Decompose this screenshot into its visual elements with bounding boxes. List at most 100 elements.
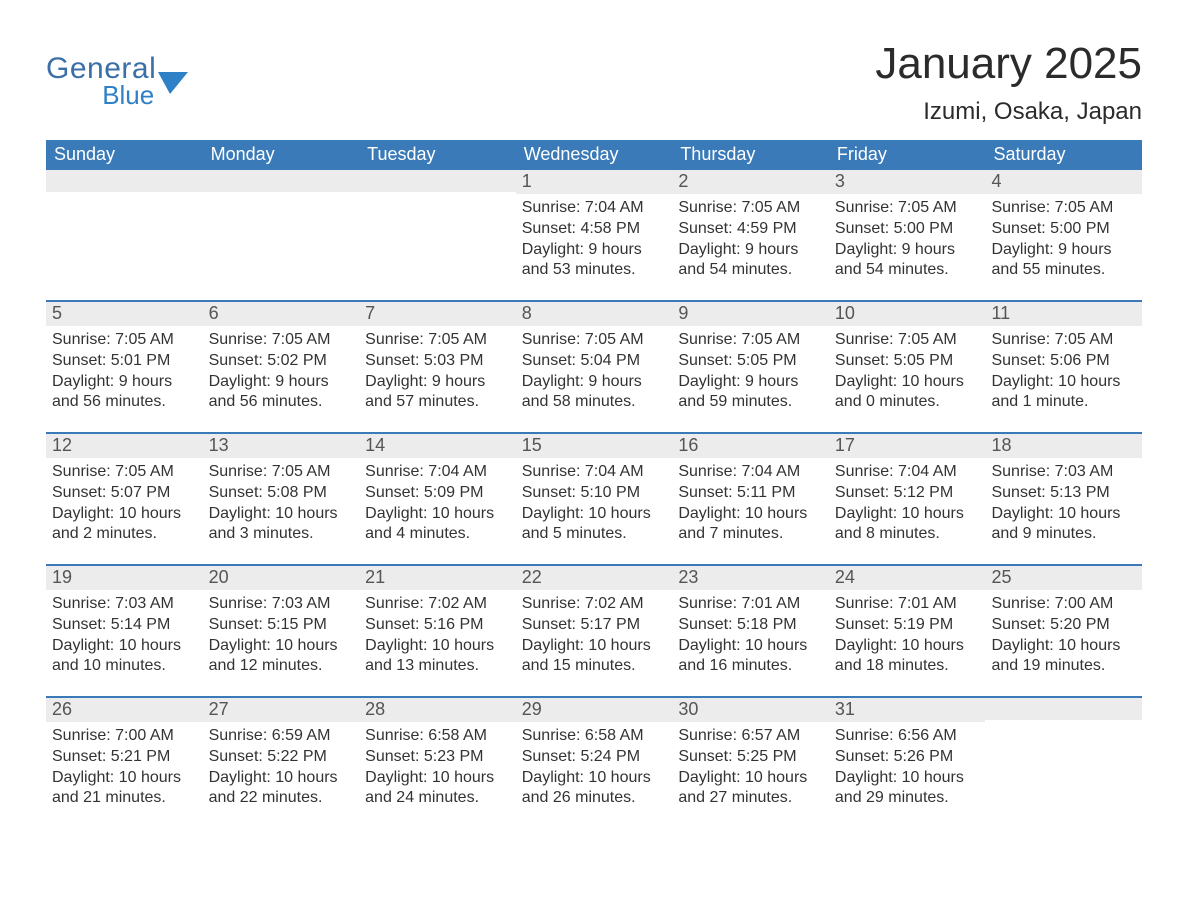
day-detail-line: Sunrise: 6:58 AM — [522, 726, 667, 747]
day-cell: 24Sunrise: 7:01 AMSunset: 5:19 PMDayligh… — [829, 566, 986, 696]
day-details: Sunrise: 7:05 AMSunset: 5:07 PMDaylight:… — [46, 458, 203, 551]
dow-cell: Monday — [203, 140, 360, 170]
day-detail-line: Sunrise: 7:05 AM — [365, 330, 510, 351]
day-detail-line: Daylight: 9 hours and 57 minutes. — [365, 372, 510, 414]
day-detail-line: Sunrise: 6:58 AM — [365, 726, 510, 747]
day-detail-line: Sunset: 5:14 PM — [52, 615, 197, 636]
day-number: 4 — [985, 170, 1142, 194]
day-detail-line: Daylight: 10 hours and 19 minutes. — [991, 636, 1136, 678]
day-detail-line: Daylight: 10 hours and 10 minutes. — [52, 636, 197, 678]
day-number — [359, 170, 516, 192]
day-detail-line: Sunrise: 7:00 AM — [991, 594, 1136, 615]
day-detail-line: Daylight: 10 hours and 4 minutes. — [365, 504, 510, 546]
day-detail-line: Sunset: 5:00 PM — [835, 219, 980, 240]
day-number: 15 — [516, 434, 673, 458]
day-cell: 23Sunrise: 7:01 AMSunset: 5:18 PMDayligh… — [672, 566, 829, 696]
day-detail-line: Sunrise: 7:05 AM — [991, 198, 1136, 219]
day-detail-line: Daylight: 9 hours and 56 minutes. — [209, 372, 354, 414]
day-detail-line: Daylight: 10 hours and 26 minutes. — [522, 768, 667, 810]
day-number: 30 — [672, 698, 829, 722]
day-detail-line: Sunset: 5:23 PM — [365, 747, 510, 768]
day-detail-line: Sunrise: 7:01 AM — [835, 594, 980, 615]
day-detail-line: Daylight: 9 hours and 54 minutes. — [678, 240, 823, 282]
day-detail-line: Daylight: 10 hours and 12 minutes. — [209, 636, 354, 678]
day-cell: 20Sunrise: 7:03 AMSunset: 5:15 PMDayligh… — [203, 566, 360, 696]
day-number: 31 — [829, 698, 986, 722]
day-details: Sunrise: 7:04 AMSunset: 5:10 PMDaylight:… — [516, 458, 673, 551]
day-number: 6 — [203, 302, 360, 326]
day-number: 27 — [203, 698, 360, 722]
day-detail-line: Sunset: 5:17 PM — [522, 615, 667, 636]
day-details: Sunrise: 7:05 AMSunset: 5:05 PMDaylight:… — [829, 326, 986, 419]
day-details: Sunrise: 7:05 AMSunset: 5:00 PMDaylight:… — [829, 194, 986, 287]
day-cell: 17Sunrise: 7:04 AMSunset: 5:12 PMDayligh… — [829, 434, 986, 564]
day-details: Sunrise: 7:05 AMSunset: 5:01 PMDaylight:… — [46, 326, 203, 419]
logo: General Blue — [46, 40, 188, 108]
day-detail-line: Sunrise: 7:03 AM — [209, 594, 354, 615]
day-cell: 1Sunrise: 7:04 AMSunset: 4:58 PMDaylight… — [516, 170, 673, 300]
day-cell: 31Sunrise: 6:56 AMSunset: 5:26 PMDayligh… — [829, 698, 986, 828]
day-detail-line: Daylight: 10 hours and 21 minutes. — [52, 768, 197, 810]
day-detail-line: Sunset: 5:24 PM — [522, 747, 667, 768]
day-cell: 21Sunrise: 7:02 AMSunset: 5:16 PMDayligh… — [359, 566, 516, 696]
day-details: Sunrise: 7:03 AMSunset: 5:14 PMDaylight:… — [46, 590, 203, 683]
day-details: Sunrise: 7:04 AMSunset: 5:12 PMDaylight:… — [829, 458, 986, 551]
day-number: 22 — [516, 566, 673, 590]
day-number: 11 — [985, 302, 1142, 326]
day-detail-line: Sunset: 5:02 PM — [209, 351, 354, 372]
day-cell: 22Sunrise: 7:02 AMSunset: 5:17 PMDayligh… — [516, 566, 673, 696]
day-detail-line: Sunset: 5:05 PM — [678, 351, 823, 372]
day-detail-line: Sunrise: 6:56 AM — [835, 726, 980, 747]
day-detail-line: Sunrise: 7:02 AM — [522, 594, 667, 615]
day-detail-line: Sunrise: 6:59 AM — [209, 726, 354, 747]
day-number: 24 — [829, 566, 986, 590]
day-detail-line: Sunset: 5:13 PM — [991, 483, 1136, 504]
day-detail-line: Sunset: 5:04 PM — [522, 351, 667, 372]
dow-cell: Tuesday — [359, 140, 516, 170]
day-number: 19 — [46, 566, 203, 590]
day-cell: 15Sunrise: 7:04 AMSunset: 5:10 PMDayligh… — [516, 434, 673, 564]
day-number: 29 — [516, 698, 673, 722]
day-number — [46, 170, 203, 192]
day-cell: 3Sunrise: 7:05 AMSunset: 5:00 PMDaylight… — [829, 170, 986, 300]
day-number: 20 — [203, 566, 360, 590]
day-detail-line: Daylight: 9 hours and 53 minutes. — [522, 240, 667, 282]
day-details: Sunrise: 6:59 AMSunset: 5:22 PMDaylight:… — [203, 722, 360, 815]
day-number: 1 — [516, 170, 673, 194]
day-cell: 6Sunrise: 7:05 AMSunset: 5:02 PMDaylight… — [203, 302, 360, 432]
day-detail-line: Daylight: 10 hours and 1 minute. — [991, 372, 1136, 414]
day-detail-line: Sunset: 5:10 PM — [522, 483, 667, 504]
week-row: 19Sunrise: 7:03 AMSunset: 5:14 PMDayligh… — [46, 564, 1142, 696]
logo-text: General Blue — [46, 54, 156, 108]
day-detail-line: Daylight: 10 hours and 27 minutes. — [678, 768, 823, 810]
day-detail-line: Sunrise: 7:04 AM — [835, 462, 980, 483]
day-detail-line: Daylight: 9 hours and 59 minutes. — [678, 372, 823, 414]
day-detail-line: Sunset: 5:26 PM — [835, 747, 980, 768]
day-details: Sunrise: 7:03 AMSunset: 5:15 PMDaylight:… — [203, 590, 360, 683]
day-cell: 30Sunrise: 6:57 AMSunset: 5:25 PMDayligh… — [672, 698, 829, 828]
dow-cell: Wednesday — [516, 140, 673, 170]
day-detail-line: Sunset: 5:05 PM — [835, 351, 980, 372]
day-details: Sunrise: 6:58 AMSunset: 5:24 PMDaylight:… — [516, 722, 673, 815]
flag-icon — [158, 72, 188, 94]
day-detail-line: Sunrise: 7:05 AM — [522, 330, 667, 351]
day-detail-line: Sunrise: 7:05 AM — [678, 330, 823, 351]
day-detail-line: Sunrise: 7:00 AM — [52, 726, 197, 747]
title-block: January 2025 Izumi, Osaka, Japan — [875, 40, 1142, 126]
day-cell: 27Sunrise: 6:59 AMSunset: 5:22 PMDayligh… — [203, 698, 360, 828]
day-number: 26 — [46, 698, 203, 722]
day-details: Sunrise: 7:00 AMSunset: 5:20 PMDaylight:… — [985, 590, 1142, 683]
day-detail-line: Sunrise: 7:04 AM — [522, 198, 667, 219]
day-detail-line: Sunset: 5:07 PM — [52, 483, 197, 504]
day-detail-line: Sunrise: 7:01 AM — [678, 594, 823, 615]
day-number: 14 — [359, 434, 516, 458]
day-number: 13 — [203, 434, 360, 458]
day-detail-line: Daylight: 10 hours and 24 minutes. — [365, 768, 510, 810]
day-cell: 28Sunrise: 6:58 AMSunset: 5:23 PMDayligh… — [359, 698, 516, 828]
logo-line2: Blue — [102, 82, 154, 108]
day-cell: 9Sunrise: 7:05 AMSunset: 5:05 PMDaylight… — [672, 302, 829, 432]
day-number: 8 — [516, 302, 673, 326]
day-details: Sunrise: 7:04 AMSunset: 5:11 PMDaylight:… — [672, 458, 829, 551]
day-number: 17 — [829, 434, 986, 458]
page-title: January 2025 — [875, 40, 1142, 88]
